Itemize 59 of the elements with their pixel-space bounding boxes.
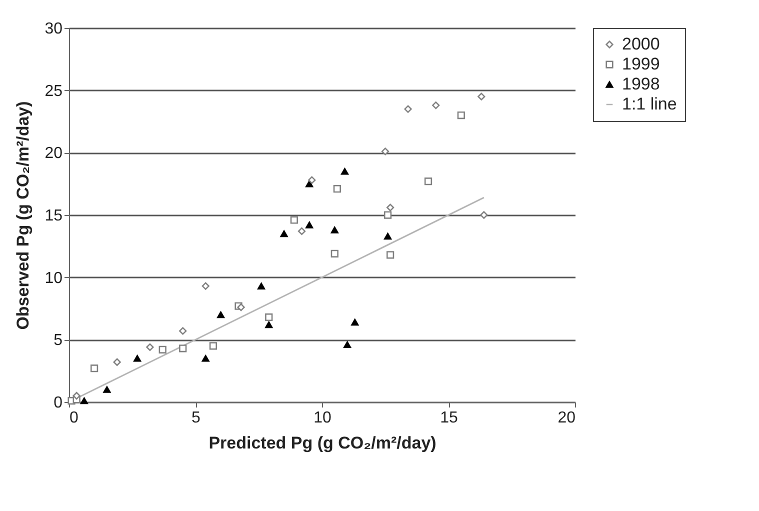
point bbox=[265, 321, 273, 328]
point bbox=[306, 222, 314, 228]
y-tick-label: 20 bbox=[44, 145, 63, 162]
point bbox=[103, 386, 111, 393]
x-tick-label: 20 bbox=[558, 410, 576, 426]
legend-label: 2000 bbox=[622, 34, 660, 54]
y-tick-label: 10 bbox=[44, 270, 63, 287]
point bbox=[343, 341, 352, 348]
point bbox=[179, 327, 187, 335]
point bbox=[340, 168, 349, 175]
point bbox=[257, 282, 266, 290]
point bbox=[424, 178, 432, 186]
x-tick-label: 5 bbox=[192, 410, 201, 426]
point bbox=[404, 105, 412, 113]
point bbox=[480, 211, 488, 219]
point bbox=[237, 303, 245, 312]
x-tick-label: 10 bbox=[314, 410, 332, 426]
point bbox=[381, 148, 390, 156]
point bbox=[330, 250, 338, 258]
legend-label: 1999 bbox=[622, 54, 660, 74]
point bbox=[290, 216, 298, 224]
point bbox=[179, 344, 187, 352]
point bbox=[202, 282, 210, 290]
point bbox=[384, 211, 392, 219]
point bbox=[158, 346, 166, 354]
y-axis-title: Observed Pg (g CO₂/m²/day) bbox=[14, 101, 33, 330]
point bbox=[384, 232, 392, 240]
point bbox=[330, 226, 338, 234]
y-tick-label: 25 bbox=[44, 82, 63, 100]
point bbox=[386, 251, 394, 259]
point bbox=[298, 227, 306, 236]
y-tick-label: 15 bbox=[44, 208, 63, 224]
point bbox=[308, 176, 316, 184]
point bbox=[134, 354, 142, 362]
point bbox=[72, 392, 80, 400]
point bbox=[80, 397, 88, 404]
y-tick-label: 30 bbox=[44, 20, 63, 38]
point bbox=[333, 185, 341, 193]
point bbox=[209, 342, 218, 350]
y-tick-label: 5 bbox=[54, 332, 63, 350]
point bbox=[306, 180, 314, 188]
x-axis-title: Predicted Pg (g CO₂/m²/day) bbox=[208, 434, 436, 452]
point bbox=[113, 358, 121, 366]
point bbox=[478, 92, 486, 100]
x-tick-label: 15 bbox=[440, 410, 458, 426]
point bbox=[216, 311, 225, 318]
y-tick-label: 0 bbox=[54, 394, 63, 412]
legend-label: 1:1 line bbox=[622, 94, 677, 114]
x-tick-label: 0 bbox=[70, 410, 78, 426]
point bbox=[265, 313, 273, 322]
legend-label: 1998 bbox=[622, 74, 660, 94]
point bbox=[386, 204, 394, 212]
point bbox=[432, 101, 440, 110]
point bbox=[202, 354, 210, 362]
point bbox=[90, 364, 98, 372]
point bbox=[457, 111, 465, 120]
point bbox=[146, 343, 154, 351]
point bbox=[280, 230, 288, 238]
point bbox=[351, 318, 359, 326]
